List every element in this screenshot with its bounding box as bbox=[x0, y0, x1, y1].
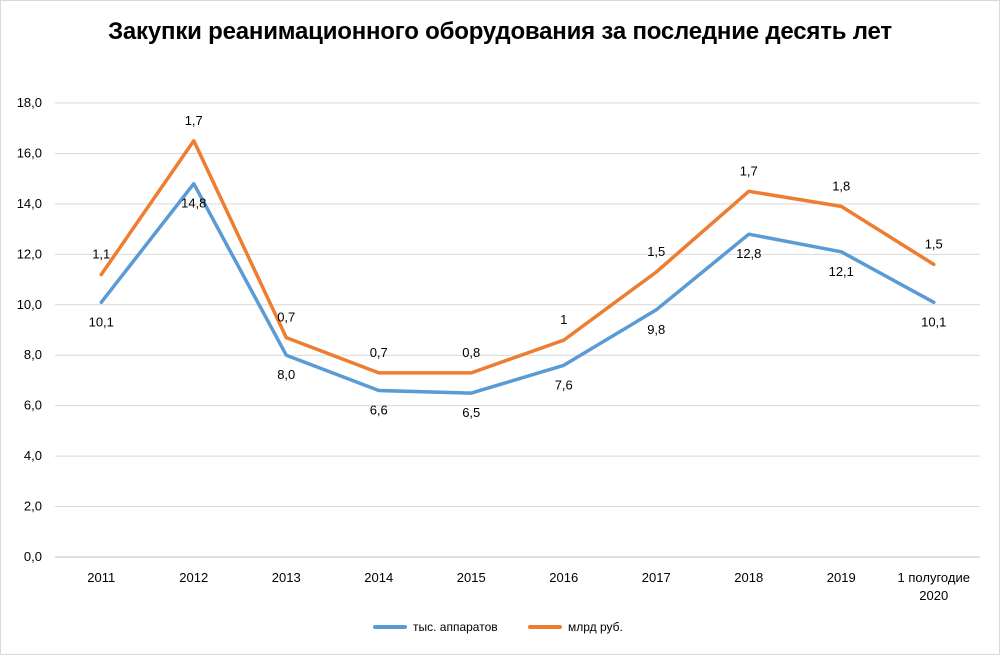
x-tick-label: 2012 bbox=[179, 570, 208, 585]
data-label-rubles: 0,8 bbox=[462, 345, 480, 360]
data-label-devices: 6,6 bbox=[370, 403, 388, 418]
data-label-devices: 6,5 bbox=[462, 405, 480, 420]
y-tick-label: 10,0 bbox=[17, 297, 42, 312]
data-label-rubles: 0,7 bbox=[370, 345, 388, 360]
x-tick-label: 1 полугодие bbox=[898, 570, 970, 585]
y-tick-label: 2,0 bbox=[24, 499, 42, 514]
x-tick-label: 2015 bbox=[457, 570, 486, 585]
y-tick-label: 16,0 bbox=[17, 145, 42, 160]
x-tick-label: 2017 bbox=[642, 570, 671, 585]
data-label-rubles: 1,1 bbox=[92, 247, 110, 262]
x-tick-label: 2018 bbox=[734, 570, 763, 585]
data-label-devices: 8,0 bbox=[277, 367, 295, 382]
data-label-devices: 7,6 bbox=[555, 377, 573, 392]
data-label-rubles: 0,7 bbox=[277, 310, 295, 325]
legend-label-rubles: млрд руб. bbox=[568, 620, 623, 634]
x-tick-label: 2016 bbox=[549, 570, 578, 585]
y-tick-label: 4,0 bbox=[24, 448, 42, 463]
series-line-rubles bbox=[99, 139, 936, 375]
data-label-devices: 9,8 bbox=[647, 322, 665, 337]
data-label-rubles: 1 bbox=[560, 312, 567, 327]
legend-item-devices: тыс. аппаратов bbox=[373, 620, 498, 634]
y-tick-label: 14,0 bbox=[17, 196, 42, 211]
y-tick-label: 8,0 bbox=[24, 347, 42, 362]
y-tick-label: 0,0 bbox=[24, 549, 42, 564]
legend-item-rubles: млрд руб. bbox=[528, 620, 623, 634]
series-line-devices bbox=[99, 181, 936, 395]
x-tick-label: 2013 bbox=[272, 570, 301, 585]
x-tick-label: 2011 bbox=[87, 570, 115, 585]
x-tick-label: 2014 bbox=[364, 570, 393, 585]
data-label-rubles: 1,5 bbox=[925, 236, 943, 251]
x-tick-label: 2019 bbox=[827, 570, 856, 585]
chart-title: Закупки реанимационного оборудования за … bbox=[108, 18, 892, 45]
legend-swatch-rubles bbox=[528, 625, 562, 629]
y-tick-label: 12,0 bbox=[17, 246, 42, 261]
y-tick-label: 6,0 bbox=[24, 398, 42, 413]
data-label-rubles: 1,8 bbox=[832, 178, 850, 193]
data-label-rubles: 1,5 bbox=[647, 244, 665, 259]
data-label-devices: 12,1 bbox=[829, 264, 854, 279]
data-label-rubles: 1,7 bbox=[740, 163, 758, 178]
data-label-devices: 10,1 bbox=[89, 314, 114, 329]
data-label-devices: 10,1 bbox=[921, 314, 946, 329]
data-label-rubles: 1,7 bbox=[185, 113, 203, 128]
data-label-devices: 14,8 bbox=[181, 196, 206, 211]
x-tick-label: 2020 bbox=[919, 588, 948, 603]
legend-swatch-devices bbox=[373, 625, 407, 629]
legend: тыс. аппаратов млрд руб. bbox=[0, 620, 1000, 640]
y-tick-label: 18,0 bbox=[17, 95, 42, 110]
legend-label-devices: тыс. аппаратов bbox=[413, 620, 498, 634]
data-label-devices: 12,8 bbox=[736, 246, 761, 261]
